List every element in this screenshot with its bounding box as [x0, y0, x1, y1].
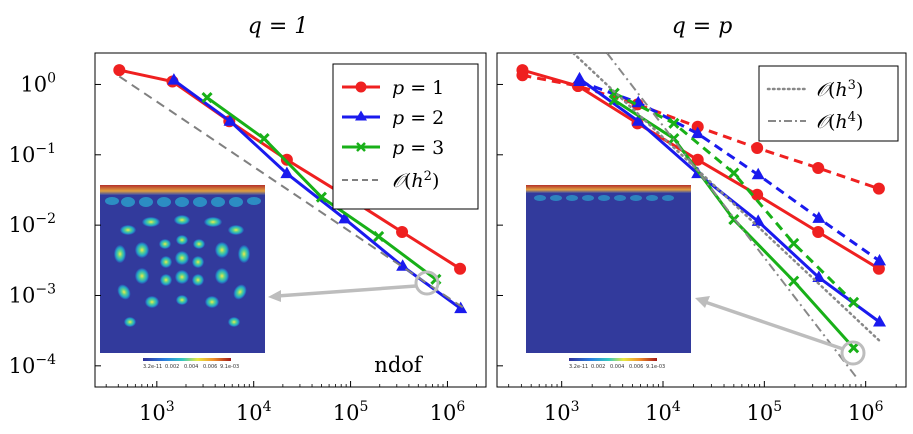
inset-2-colorbar-label: 0.002	[591, 364, 605, 370]
panel-2-data-point	[848, 342, 860, 354]
panel-1-title: q = 1	[248, 14, 309, 39]
panel-2-series	[516, 53, 887, 378]
svg-text:p = 1: p = 1	[392, 77, 444, 99]
panel-2-data-point	[788, 237, 800, 249]
panel-2-data-point	[812, 161, 825, 174]
legend-1-entry-oh2: 𝒪(h2)	[342, 169, 439, 192]
zoom-callout-2	[695, 296, 866, 366]
inset-2-colorbar-label: 3.2e-11	[569, 364, 588, 370]
inset-2-colorbar-label: 9.1e-03	[646, 364, 665, 370]
panel-2-data-point	[516, 69, 529, 82]
panel-1-series-line-3	[118, 75, 466, 310]
panel-2-data-point	[751, 167, 765, 180]
axis-ticks: 103 104 105 106 100 10−1 10−2 10−3 10−4 103 104 105…	[9, 70, 897, 425]
svg-text:p = 3: p = 3	[392, 137, 444, 159]
inset-2-colorbar-label: 0.004	[610, 364, 624, 370]
panel-2-data-point	[691, 126, 705, 139]
panel-1-data-point	[280, 166, 294, 179]
panel-2-data-point	[873, 253, 887, 266]
ndof-annotation: ndof	[374, 353, 424, 377]
panel-1-data-point	[338, 211, 352, 224]
legend-1: p = 1 p = 2 p = 3 𝒪(h2)	[332, 63, 479, 210]
panel-2-frame	[496, 52, 907, 388]
panel-1-data-point	[396, 225, 409, 238]
panel-2-x-tick-label: 106	[848, 399, 884, 425]
panel-2-data-point	[848, 296, 860, 308]
inset-2-colorbar-label: 0.006	[629, 364, 643, 370]
panel-1-x-tick-label: 104	[236, 399, 272, 425]
panel-1-frame	[94, 52, 487, 388]
panel-2-data-point	[728, 167, 740, 179]
panel-1-x-tick-label: 105	[333, 399, 369, 425]
panel-1-data-point	[201, 92, 213, 104]
panel-2-data-point	[812, 225, 825, 238]
panel-2-title: q = p	[672, 14, 733, 39]
panel-2-data-point	[668, 117, 680, 129]
panel-1-data-point	[258, 133, 270, 145]
solution-inset-2: 3.2e-11 0.002 0.004 0.006 9.1e-03	[526, 185, 691, 370]
panel-1-data-point	[454, 262, 467, 275]
legend-2: 𝒪(h3) 𝒪(h4)	[758, 65, 899, 142]
panel-2-data-point	[788, 275, 800, 287]
legend-1-entry-p2: p = 2	[342, 107, 444, 129]
panel-2-data-point	[872, 262, 885, 275]
inset-1-colorbar-label: 9.1e-03	[220, 364, 239, 370]
inset-1-colorbar-label: 3.2e-11	[143, 364, 162, 370]
svg-text:𝒪(h2): 𝒪(h2)	[392, 169, 439, 192]
panel-1-data-point	[315, 191, 327, 203]
panel-2-x-tick-label: 103	[544, 399, 580, 425]
panel-1-data-point	[396, 259, 410, 271]
panel-2-data-point	[873, 314, 887, 327]
panel-1-data-point	[223, 114, 237, 126]
panel-1-y-tick-label: 10−3	[9, 281, 56, 307]
panel-1-x-tick-label: 103	[139, 399, 175, 425]
svg-text:𝒪(h3): 𝒪(h3)	[816, 78, 863, 101]
solution-inset-1: 3.2e-11 0.002 0.004 0.006 9.1e-03	[100, 185, 265, 370]
panel-2-x-tick-label: 104	[645, 399, 681, 425]
zoom-callout-1	[268, 270, 440, 302]
panel-1-data-point	[454, 301, 468, 314]
inset-1-colorbar-label: 0.004	[184, 364, 198, 370]
panel-2-x-tick-label: 105	[747, 399, 783, 425]
panel-1-data-point	[167, 73, 181, 85]
panel-2-data-point	[573, 74, 587, 87]
panel-1-data-point	[373, 230, 385, 243]
panel-2-data-point	[872, 182, 885, 195]
panel-1-x-tick-label: 106	[430, 399, 466, 425]
panel-1-y-tick-label: 100	[20, 70, 56, 96]
panel-2-data-point	[812, 211, 826, 223]
panel-1-y-tick-label: 10−1	[9, 141, 56, 167]
panel-2-data-point	[751, 141, 764, 154]
panel-1-y-tick-label: 10−2	[9, 211, 56, 237]
svg-text:𝒪(h4): 𝒪(h4)	[816, 110, 863, 133]
panel-2-data-point	[631, 114, 645, 126]
inset-1-colorbar-label: 0.002	[165, 364, 179, 370]
panel-2-data-point	[608, 87, 620, 99]
svg-text:p = 2: p = 2	[392, 107, 444, 129]
legend-1-entry-p3: p = 3	[342, 137, 444, 159]
panel-2-data-point	[691, 153, 704, 166]
legend-1-entry-p1: p = 1	[342, 77, 444, 99]
panel-2-series-line-2	[578, 77, 881, 324]
panel-1-data-point	[113, 64, 126, 77]
panel-2-data-point	[751, 188, 764, 201]
panel-2-series-line-7	[606, 53, 857, 378]
panel-2-series-line-6	[571, 53, 882, 343]
panel-1-y-tick-label: 10−4	[9, 352, 56, 378]
inset-1-colorbar-label: 0.006	[203, 364, 217, 370]
